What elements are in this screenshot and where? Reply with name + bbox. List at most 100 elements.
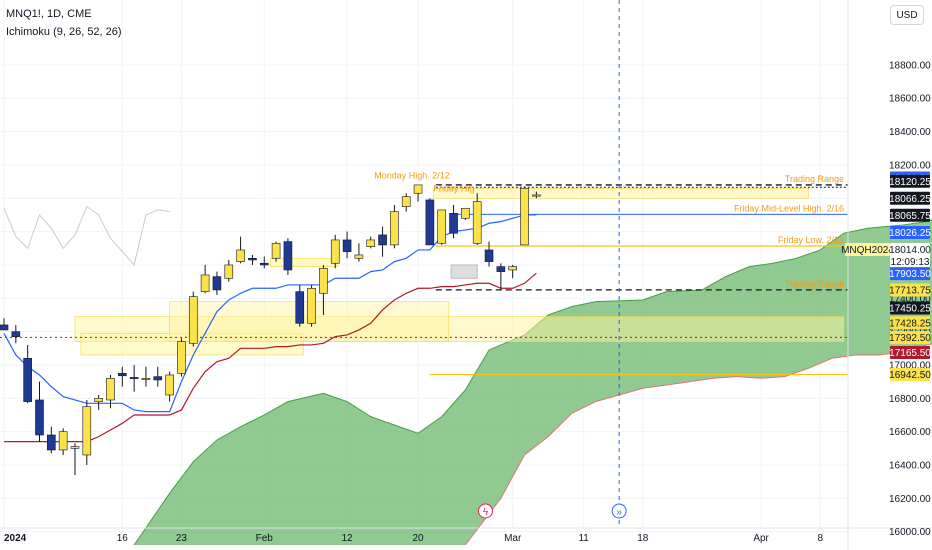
- candle[interactable]: [118, 372, 127, 377]
- candle[interactable]: [82, 406, 92, 456]
- price-tag[interactable]: [890, 345, 930, 359]
- price-tag-label: 18120.25: [889, 177, 931, 188]
- price-tag-label: 12:09:13: [891, 257, 930, 268]
- candle[interactable]: [165, 374, 174, 396]
- price-tag[interactable]: [890, 301, 930, 315]
- price-tag[interactable]: [890, 368, 930, 382]
- x-tick-label: Feb: [256, 533, 274, 544]
- candle[interactable]: [472, 201, 482, 244]
- candle[interactable]: [106, 377, 115, 401]
- candle[interactable]: [330, 239, 340, 264]
- candle[interactable]: [248, 257, 257, 261]
- price-tag-label: 17165.50: [889, 348, 931, 359]
- lightning-glyph: ϟ: [483, 507, 489, 518]
- resistance-zone: [433, 187, 809, 199]
- price-tag[interactable]: [890, 254, 930, 268]
- x-tick-label: Apr: [753, 533, 769, 544]
- candle[interactable]: [188, 296, 198, 344]
- candle[interactable]: [461, 207, 470, 219]
- candle[interactable]: [496, 266, 506, 272]
- y-tick-label: 16400.00: [889, 460, 931, 471]
- y-tick-label: 16000.00: [889, 527, 931, 538]
- candle[interactable]: [520, 187, 529, 246]
- candle[interactable]: [437, 209, 447, 244]
- candle[interactable]: [129, 377, 139, 379]
- candle[interactable]: [366, 239, 376, 247]
- ichimoku-cloud: [134, 219, 932, 545]
- candle[interactable]: [23, 357, 32, 402]
- candle[interactable]: [0, 324, 9, 331]
- candle[interactable]: [342, 239, 352, 252]
- candle[interactable]: [47, 434, 56, 451]
- candle[interactable]: [508, 266, 517, 271]
- candle[interactable]: [401, 196, 411, 207]
- y-tick-label: 16800.00: [889, 394, 931, 405]
- candle[interactable]: [283, 241, 293, 271]
- candle[interactable]: [70, 446, 80, 449]
- level-label: Trading Range: [785, 174, 844, 184]
- level-zone-c: [269, 257, 338, 267]
- candle[interactable]: [319, 267, 328, 294]
- price-tag[interactable]: [890, 242, 930, 256]
- y-tick-label: 18400.00: [889, 127, 931, 138]
- earnings-event-icon[interactable]: [477, 503, 493, 519]
- candle[interactable]: [224, 264, 234, 279]
- candle[interactable]: [532, 194, 541, 197]
- price-tag[interactable]: [890, 316, 930, 330]
- y-tick-label: 18600.00: [889, 94, 931, 105]
- symbol-legend[interactable]: MNQ1!, 1D, CME: [6, 8, 92, 20]
- price-tag-label: 16942.50: [889, 370, 931, 381]
- conversion-line: [3, 214, 537, 413]
- y-tick-label: 17000.00: [889, 360, 931, 371]
- x-tick-label: Mar: [504, 533, 522, 544]
- candle[interactable]: [271, 242, 281, 259]
- price-tag[interactable]: [890, 331, 930, 345]
- candle[interactable]: [295, 291, 305, 324]
- price-tag-label: 17428.25: [889, 318, 931, 329]
- candle[interactable]: [58, 431, 68, 451]
- candle[interactable]: [177, 341, 186, 374]
- x-tick-label: 11: [578, 533, 589, 544]
- x-tick-label: 16: [117, 533, 129, 544]
- price-tag[interactable]: [890, 267, 930, 281]
- candle[interactable]: [236, 249, 245, 262]
- price-tag-label: 18026.25: [889, 228, 931, 239]
- indicator-legend[interactable]: Ichimoku (9, 26, 52, 26): [6, 26, 122, 38]
- price-tag[interactable]: [890, 283, 930, 297]
- candle[interactable]: [378, 234, 387, 246]
- annotation-label: Monday High. 2/12: [374, 170, 450, 180]
- candle[interactable]: [449, 212, 458, 234]
- y-tick-label: 16600.00: [889, 427, 931, 438]
- candle[interactable]: [425, 199, 435, 246]
- candle[interactable]: [307, 287, 316, 324]
- price-tag[interactable]: [890, 174, 930, 188]
- candle[interactable]: [259, 262, 269, 266]
- candle[interactable]: [200, 274, 210, 292]
- dividend-event-icon[interactable]: [611, 503, 627, 519]
- price-tag-label: 17392.50: [889, 333, 931, 344]
- candle[interactable]: [94, 398, 103, 402]
- candle[interactable]: [35, 399, 44, 436]
- price-tag[interactable]: [890, 225, 930, 239]
- candle[interactable]: [354, 254, 364, 259]
- candle[interactable]: [11, 331, 21, 337]
- price-tag-label: MNQH2024: [841, 245, 894, 256]
- candle[interactable]: [141, 377, 151, 380]
- x-tick-label: 18: [637, 533, 649, 544]
- candle[interactable]: [390, 211, 399, 246]
- price-tag[interactable]: [845, 242, 890, 256]
- level-label: Friday Low. 2/16: [778, 235, 844, 245]
- candle[interactable]: [153, 376, 163, 381]
- candle[interactable]: [212, 276, 222, 291]
- price-tag-label: 17903.50: [889, 269, 931, 280]
- candle[interactable]: [413, 184, 423, 194]
- price-tag[interactable]: [890, 208, 930, 222]
- cloud-upper-line: [133, 219, 932, 546]
- candle[interactable]: [484, 249, 494, 262]
- price-tag-label: 18066.25: [889, 194, 931, 205]
- currency-button[interactable]: USD: [890, 5, 924, 25]
- price-tag[interactable]: [890, 191, 930, 205]
- x-tick-label: 23: [176, 533, 188, 544]
